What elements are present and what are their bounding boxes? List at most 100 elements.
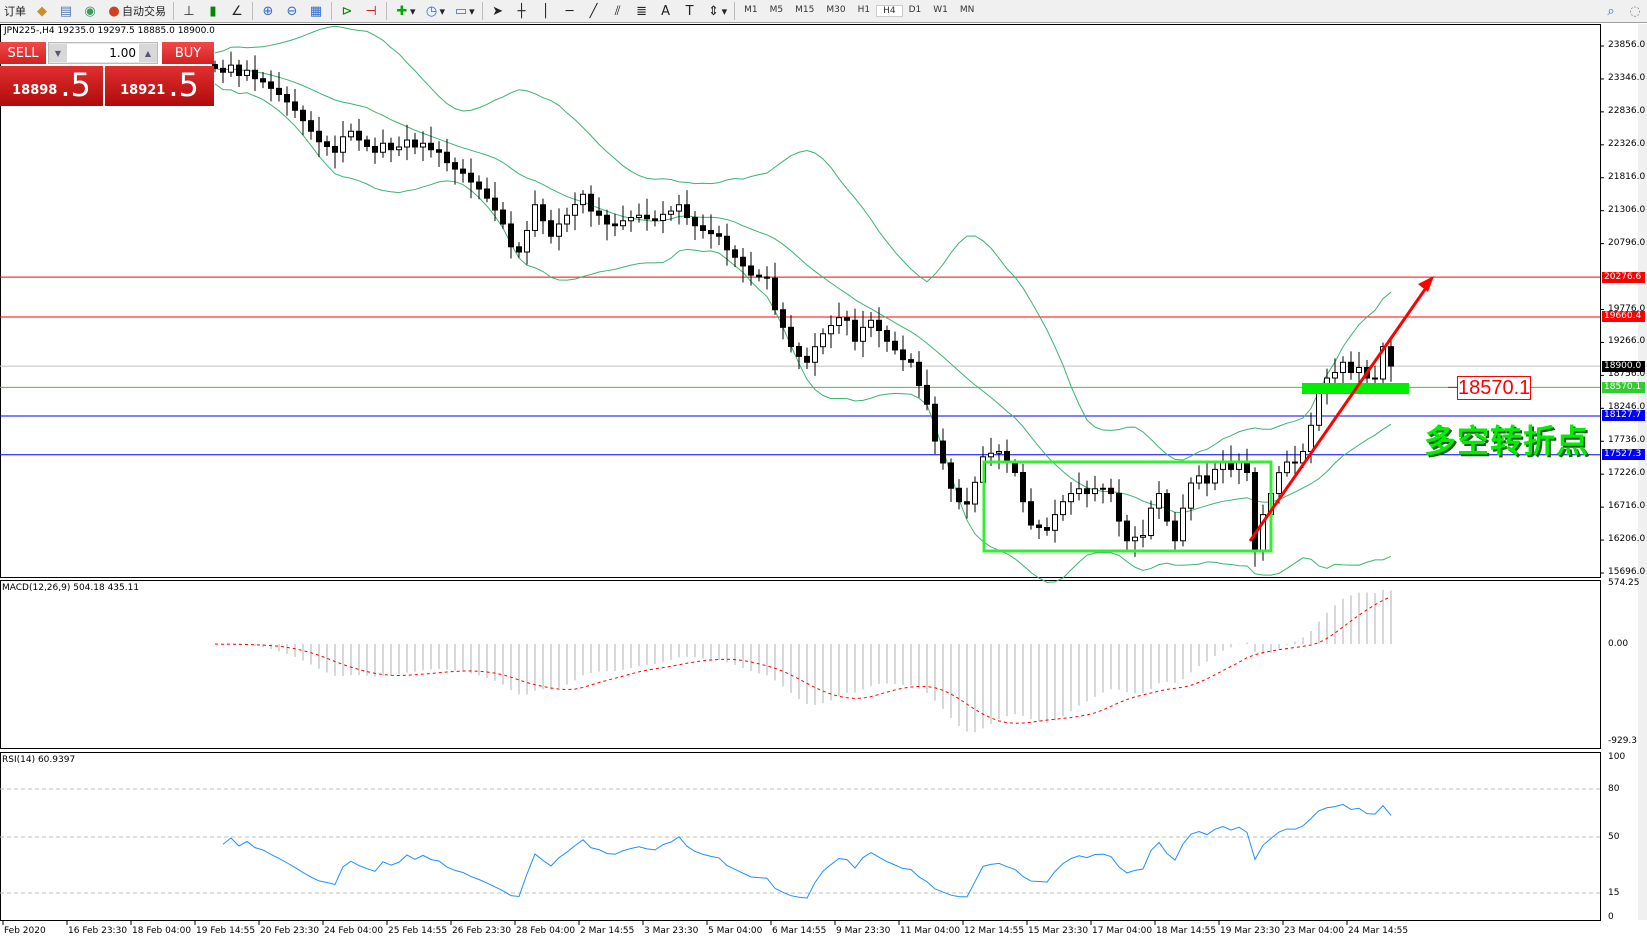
timeframe-h4[interactable]: H4 — [876, 5, 903, 17]
zoom-in-icon: ⊕ — [262, 3, 274, 19]
history-button[interactable]: ◆ — [30, 1, 54, 21]
cursor-button[interactable]: ➤ — [486, 1, 510, 21]
candle-body — [1340, 361, 1346, 374]
fibonacci-button[interactable]: ≣ — [630, 1, 654, 21]
periods-button[interactable]: ◷ ▾ — [420, 1, 450, 21]
autotrade-icon: ● — [108, 3, 120, 19]
trendline-button[interactable]: ╱ — [582, 1, 606, 21]
candle-chart-button[interactable]: ▮ — [201, 1, 225, 21]
vertical-line-button[interactable]: │ — [534, 1, 558, 21]
candle-body — [420, 142, 426, 148]
separator — [386, 2, 387, 20]
candle-body — [388, 142, 394, 151]
arrows-button[interactable]: ⇕ ▾ — [702, 1, 732, 21]
candle-body — [964, 501, 970, 505]
signals-button[interactable]: ◉ — [78, 1, 102, 21]
candle-body — [1132, 536, 1138, 542]
zoom-out-button[interactable]: ⊖ — [280, 1, 304, 21]
candle-body — [1188, 482, 1194, 509]
time-axis-label: 15 Mar 23:30 — [1028, 926, 1089, 936]
crosshair-button[interactable]: ┼ — [510, 1, 534, 21]
line-chart-button[interactable]: ∠ — [225, 1, 249, 21]
candle-body — [244, 69, 250, 76]
price-tick-label: 16716.0 — [1608, 501, 1646, 512]
candle-body — [1292, 461, 1298, 464]
macd-pane-border — [0, 580, 1601, 749]
price-annotation-label[interactable]: 18570.1 — [1457, 376, 1531, 400]
candle-body — [404, 139, 410, 148]
lot-size-input[interactable]: 1.00 — [67, 44, 139, 62]
sell-button[interactable]: SELL — [0, 42, 46, 64]
candle-body — [1284, 461, 1290, 474]
timeframe-m15[interactable]: M15 — [795, 5, 815, 15]
zoom-out-icon: ⊖ — [286, 3, 298, 19]
consolidation-rectangle — [982, 460, 1273, 553]
lot-size-stepper[interactable]: ▼ 1.00 ▲ — [48, 42, 158, 64]
candle-body — [324, 141, 330, 147]
autotrade-button[interactable]: ● 自动交易 — [102, 1, 170, 21]
horizontal-line-button[interactable]: ─ — [558, 1, 582, 21]
templates-button[interactable]: ▭ ▾ — [454, 3, 475, 19]
chart-title: JPN225-,H4 19235.0 19297.5 18885.0 18900… — [4, 26, 215, 36]
timeframe-mn[interactable]: MN — [959, 5, 975, 15]
text-label-icon: T — [685, 3, 694, 19]
timeframe-m5[interactable]: M5 — [769, 5, 784, 15]
candle-body — [716, 233, 722, 237]
candle-body — [1116, 493, 1122, 522]
candle-body — [492, 197, 498, 211]
text-label-button[interactable]: T — [678, 1, 702, 21]
timeframe-m1[interactable]: M1 — [744, 5, 758, 15]
candle-body — [892, 340, 898, 351]
candle-body — [708, 229, 714, 235]
candle-body — [1276, 472, 1282, 495]
lot-increase-icon[interactable]: ▲ — [139, 44, 157, 62]
macd-title: MACD(12,26,9) 504.18 435.11 — [2, 583, 140, 593]
text-button[interactable]: A — [654, 1, 678, 21]
time-axis-label: 9 Mar 23:30 — [836, 926, 891, 936]
toolbar: 订单 ◆ ▤ ◉ ● 自动交易 ⊥ ▮ ∠ ⊕ ⊖ ▦ ⊳ ⊣ ✚ ▾ ◷ ▾ ▭ ▾ … — [0, 0, 1647, 23]
buy-button[interactable]: BUY — [162, 42, 214, 64]
time-axis-label: 28 Feb 04:00 — [516, 926, 576, 936]
candle-body — [1204, 475, 1210, 484]
price-tick-label: 19776.0 — [1608, 303, 1646, 314]
add-indicator-icon: ✚ — [396, 3, 408, 19]
tile-windows-button[interactable]: ▦ — [304, 1, 328, 21]
search-button[interactable]: ⌕ — [1599, 1, 1623, 21]
candle-body — [500, 209, 506, 225]
bar-chart-button[interactable]: ⊥ — [177, 1, 201, 21]
candle-body — [372, 145, 378, 153]
price-level-tag: 18900.0 — [1602, 360, 1645, 372]
channel-button[interactable]: ⫽ — [606, 1, 630, 21]
chart-shift-button[interactable]: ⊣ — [359, 1, 383, 21]
autoscroll-button[interactable]: ⊳ — [335, 1, 359, 21]
candle-body — [988, 452, 994, 458]
toolbar-orders-button[interactable]: 订单 — [0, 1, 30, 21]
trendline-icon: ╱ — [589, 3, 598, 19]
terminal-button[interactable]: ▤ — [54, 1, 78, 21]
candle-body — [1052, 514, 1058, 531]
sell-price-button[interactable]: 18898.5 — [0, 66, 103, 106]
separator — [734, 2, 736, 20]
lot-decrease-icon[interactable]: ▼ — [49, 44, 67, 62]
timeframe-d1[interactable]: D1 — [908, 5, 922, 15]
timeframe-w1[interactable]: W1 — [933, 5, 948, 15]
time-axis-label: 12 Mar 14:55 — [964, 926, 1025, 936]
timeframe-h1[interactable]: H1 — [857, 5, 871, 15]
price-level-tag: 19660.4 — [1602, 311, 1645, 323]
trend-arrow-line — [1248, 284, 1430, 542]
zoom-in-button[interactable]: ⊕ — [256, 1, 280, 21]
time-axis-label: 11 Mar 04:00 — [900, 926, 961, 936]
buy-price-button[interactable]: 18921.5 — [105, 66, 214, 106]
price-tick-label: 17736.0 — [1608, 435, 1646, 446]
candle-body — [548, 220, 554, 237]
time-axis-label: Feb 2020 — [4, 926, 46, 936]
timeframe-m30[interactable]: M30 — [826, 5, 846, 15]
time-axis-label: 16 Feb 23:30 — [68, 926, 128, 936]
candle-body — [612, 223, 618, 227]
candle-body — [908, 359, 914, 363]
chat-button[interactable]: ◌ — [1623, 1, 1647, 21]
reversal-point-text[interactable]: 多空转折点 — [1424, 422, 1590, 460]
candle-body — [836, 317, 842, 327]
indicators-button[interactable]: ✚ ▾ — [390, 1, 420, 21]
